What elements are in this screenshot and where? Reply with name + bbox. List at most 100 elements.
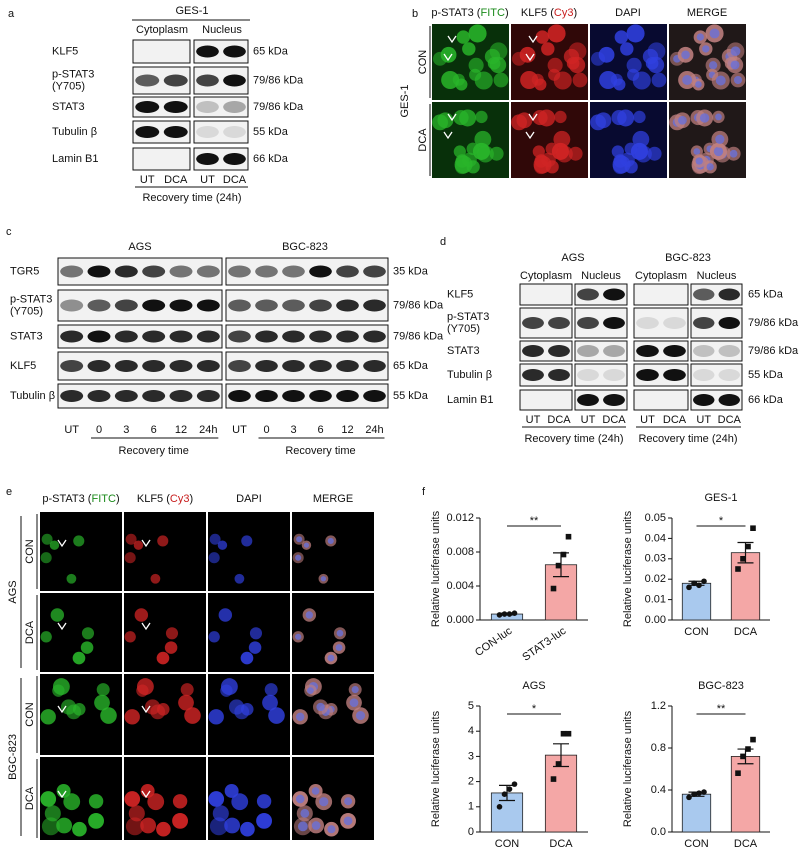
cell [441,70,460,90]
fraction: Nucleus [202,24,242,36]
blot-band [228,360,251,372]
data-point [745,543,751,550]
cell-nucleus [295,554,302,561]
chart-title: GES-1 [704,492,737,504]
cell [554,110,567,124]
blot-band [255,360,278,372]
data-point [740,753,746,760]
panel-letter: c [6,226,12,238]
cell-nucleus [305,611,314,619]
data-point [506,786,513,792]
x-tick-label: CON [684,626,709,638]
cell [66,573,77,584]
fraction: Nucleus [581,270,621,282]
lane-label: UT [526,414,541,426]
blot-box [690,340,743,362]
blot-band [577,369,599,381]
blot-band [636,345,659,357]
arrowhead [141,790,151,799]
blot-band [223,126,246,138]
cell-nucleus [715,113,722,121]
row-label: (Y705) [10,305,43,317]
cell [493,72,509,88]
data-point [750,525,756,531]
row-label: TGR5 [10,265,39,277]
data-point [496,612,503,618]
fraction: Nucleus [697,270,737,282]
y-axis-label: Relative luciferase units [430,510,442,627]
cell-nucleus [713,146,724,157]
cell-nucleus [343,816,353,826]
blot-band [163,101,188,113]
blot-box [225,351,389,381]
row-label: Tubulin β [447,369,492,381]
cell [63,793,81,811]
blot-band [228,299,251,312]
micrograph [124,512,206,591]
cell [40,709,56,725]
blot-box [633,307,689,339]
data-point [735,770,741,776]
blot-band [636,317,659,329]
blot-band [196,265,220,278]
size-label: 79/86 kDa [393,330,444,342]
y-axis-label: Relative luciferase units [430,710,442,827]
cell [50,608,65,622]
blot-band [309,360,332,372]
cell [208,552,220,564]
blot-band [142,330,166,343]
blot-band [196,126,219,138]
x-label: Recovery time (24h) [142,192,241,204]
y-tick-label: 0.04 [645,532,666,544]
blot-band [196,153,219,165]
lane-label: 6 [151,424,157,436]
data-point [735,566,741,572]
cell [535,30,550,44]
data-point [565,533,572,540]
header-part: p-STAT3 ( [42,493,91,505]
cell [124,791,141,807]
blot-band [663,317,686,329]
arrowhead [141,539,151,548]
cell [520,70,539,90]
significance-label: ** [530,515,539,527]
cell-nucleus [708,61,718,70]
bar [544,754,578,833]
blot-band [60,299,84,312]
blot-band [87,330,111,343]
cell [455,154,469,168]
blot-band [135,74,160,87]
data-point [701,789,707,795]
data-point [696,582,702,589]
cell [208,631,220,643]
blot-band [169,360,193,372]
size-label: 55 kDa [748,369,784,381]
cell [437,112,454,129]
blot-band [663,345,686,357]
blot-band [196,45,219,58]
blot-band [142,360,166,372]
y-tick-label: 2 [468,776,474,788]
blot-band [255,390,278,402]
blot-box [574,340,628,362]
data-point [740,556,746,562]
cell [572,72,588,88]
lane-label: 0 [263,424,269,436]
cell [240,651,254,665]
micrograph [40,512,122,591]
column-header: MERGE [313,493,353,505]
cell-nucleus [327,654,335,662]
cell [224,817,241,834]
size-label: 65 kDa [253,45,289,57]
arrowhead [57,790,67,799]
cell [209,533,221,545]
blot-band [693,288,715,301]
blot-band [603,345,625,357]
arrowhead [57,539,67,548]
cell [133,540,144,550]
blot-band [309,390,332,402]
blot-band [663,369,686,381]
blot-box [690,363,743,387]
column-header: p-STAT3 (FITC) [42,493,119,505]
cell [241,535,253,547]
